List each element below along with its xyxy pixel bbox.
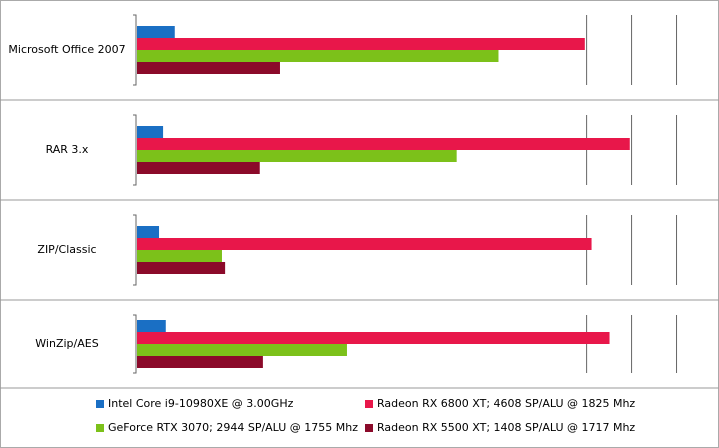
legend-swatch bbox=[96, 424, 104, 432]
bar bbox=[137, 332, 610, 344]
category-label: RAR 3.x bbox=[46, 143, 89, 156]
bar bbox=[137, 356, 263, 368]
bar bbox=[137, 38, 585, 50]
axis-bracket bbox=[133, 14, 137, 86]
axis-bracket bbox=[133, 214, 137, 286]
legend-label: GeForce RTX 3070; 2944 SP/ALU @ 1755 Mhz bbox=[108, 421, 358, 434]
bar bbox=[137, 320, 166, 332]
bar bbox=[137, 138, 630, 150]
bar bbox=[137, 26, 175, 38]
bar bbox=[137, 262, 226, 274]
bar bbox=[137, 226, 160, 238]
bar bbox=[137, 126, 164, 138]
axis-bracket bbox=[133, 114, 137, 186]
legend-label: Radeon RX 5500 XT; 1408 SP/ALU @ 1717 Mh… bbox=[377, 421, 635, 434]
bar bbox=[137, 150, 457, 162]
category-label: Microsoft Office 2007 bbox=[8, 43, 125, 56]
axis-bracket bbox=[133, 314, 137, 374]
legend-swatch bbox=[365, 424, 373, 432]
legend-label: Intel Core i9-10980XE @ 3.00GHz bbox=[108, 397, 294, 410]
category-label: ZIP/Classic bbox=[37, 243, 96, 256]
bar bbox=[137, 250, 222, 262]
legend-swatch bbox=[365, 400, 373, 408]
category-label: WinZip/AES bbox=[35, 337, 98, 350]
legend-swatch bbox=[96, 400, 104, 408]
bar bbox=[137, 162, 260, 174]
bar bbox=[137, 238, 592, 250]
bar bbox=[137, 344, 347, 356]
legend-label: Radeon RX 6800 XT; 4608 SP/ALU @ 1825 Mh… bbox=[377, 397, 635, 410]
bar bbox=[137, 50, 499, 62]
bar bbox=[137, 62, 280, 74]
